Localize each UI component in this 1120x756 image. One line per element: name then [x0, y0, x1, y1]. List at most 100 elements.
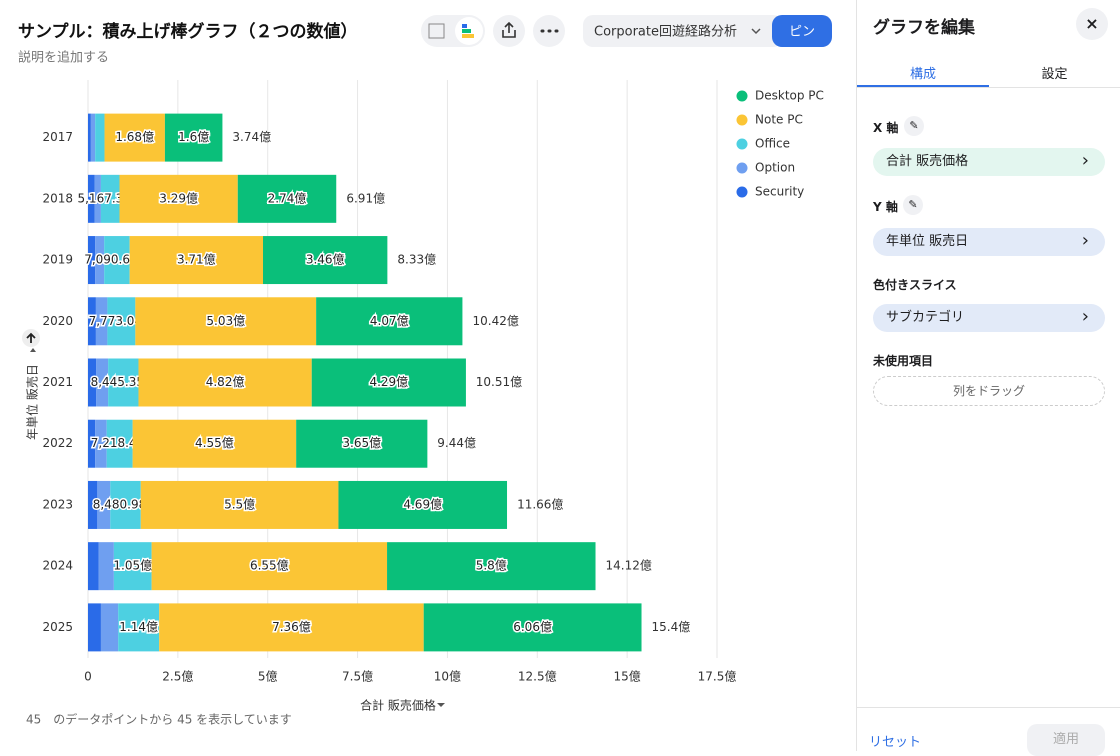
x-tick-label: 0: [84, 670, 92, 684]
title: サンプル：積み上げ棒グラフ（２つの数値）: [18, 21, 358, 42]
legend-swatch: [736, 162, 748, 174]
share-icon: [502, 21, 516, 38]
description[interactable]: 説明を追加する: [18, 50, 109, 66]
x-tick-label: 5億: [258, 670, 278, 684]
data-label: 1.6億: [178, 130, 209, 144]
x-tick-label: 12.5億: [518, 670, 557, 684]
legend-swatch: [736, 186, 748, 198]
legend-label: Office: [755, 137, 790, 151]
bar-segment: [129, 236, 264, 285]
edit-panel: [856, 0, 1120, 751]
bar-segment: [119, 174, 238, 223]
data-label: 4.82億: [206, 375, 245, 389]
y-tick-label: 2023: [42, 497, 73, 511]
tab[interactable]: 設定: [1041, 67, 1068, 82]
color-field[interactable]: サブカテゴリ: [873, 303, 1105, 332]
bar-segment: [110, 480, 141, 529]
caret: [437, 703, 445, 707]
bar-segment: [98, 542, 114, 591]
bar-segment: [88, 174, 95, 223]
worksheet-name[interactable]: Corporate回遊経路分析: [594, 24, 737, 40]
bar-segment: [338, 480, 508, 529]
data-label: 3.65億: [342, 436, 381, 450]
data-label: 1.05億: [113, 559, 152, 573]
bar-segment: [140, 480, 339, 529]
chart-icon: [462, 34, 474, 38]
y-tick-label: 2017: [42, 130, 73, 144]
legend-swatch: [736, 114, 748, 126]
total-label: 10.51億: [476, 375, 522, 389]
bar-segment: [104, 113, 165, 162]
legend-label: Desktop PC: [755, 89, 824, 103]
bar-segment: [100, 174, 120, 223]
y-field[interactable]: 年単位 販売日: [873, 227, 1105, 256]
chevron: [751, 28, 761, 35]
data-label: 4.69億: [403, 497, 442, 511]
pin-button[interactable]: [772, 15, 832, 47]
data-label: 2.74億: [268, 191, 307, 205]
data-label: 4.07億: [370, 314, 409, 328]
close-button[interactable]: ×: [1076, 8, 1108, 40]
data-label: 7.36億: [272, 620, 311, 634]
x-field[interactable]: 合計 販売価格: [873, 147, 1105, 176]
bar-segment: [263, 236, 388, 285]
reset-button[interactable]: リセット: [869, 735, 922, 750]
total-label: 8.33億: [397, 253, 436, 267]
bar-segment: [108, 358, 139, 407]
legend-swatch: [736, 138, 748, 150]
bar-segment: [88, 419, 96, 468]
y-axis-title[interactable]: 年単位 販売日: [25, 364, 40, 440]
worksheet-select[interactable]: [583, 15, 783, 47]
legend-swatch: [736, 90, 748, 102]
bar-segment: [88, 480, 98, 529]
bar-segment: [159, 603, 424, 652]
data-label: 3.29億: [159, 191, 198, 205]
tab-underline: [857, 85, 989, 88]
total-label: 14.12億: [606, 559, 652, 573]
drop-zone[interactable]: 列をドラッグ: [873, 376, 1105, 406]
apply-button[interactable]: 適用: [1027, 724, 1105, 756]
y-tick-label: 2021: [42, 375, 73, 389]
x-tick-label: 2.5億: [162, 670, 193, 684]
x-tick-label: 7.5億: [342, 670, 373, 684]
bar-segment: [95, 236, 105, 285]
data-label: 6.55億: [250, 559, 289, 573]
color-label: 色付きスライス: [873, 278, 957, 292]
table-icon[interactable]: [428, 23, 445, 39]
divider: [857, 87, 1120, 88]
edit-icon[interactable]: ✎: [903, 195, 923, 215]
x-tick-label: 10億: [434, 670, 461, 684]
sort-icon: [26, 332, 36, 343]
y-tick-label: 2019: [42, 253, 73, 267]
total-label: 10.42億: [473, 314, 519, 328]
bar-segment: [151, 542, 388, 591]
bar-segment: [113, 542, 152, 591]
total-label: 9.44億: [437, 436, 476, 450]
chart-icon: [462, 29, 471, 33]
bar-segment: [97, 480, 111, 529]
bar-segment: [118, 603, 160, 652]
total-label: 3.74億: [232, 130, 271, 144]
data-label: 5.03億: [206, 314, 245, 328]
toolbar: Corporate回遊経路分析 ピン: [421, 15, 832, 47]
data-label: 1.68億: [115, 130, 154, 144]
tab[interactable]: 構成: [909, 67, 936, 82]
bar-segment: [104, 236, 130, 285]
data-label: 4.29億: [369, 375, 408, 389]
unused-label: 未使用項目: [873, 354, 934, 368]
bar-segment: [107, 297, 136, 346]
bar-segment: [94, 174, 101, 223]
bar-segment: [88, 358, 97, 407]
x-tick-label: 17.5億: [698, 670, 737, 684]
divider: [857, 707, 1120, 708]
total-label: 6.91億: [346, 191, 385, 205]
x-axis-title[interactable]: 合計 販売価格: [360, 698, 436, 713]
y-tick-label: 2025: [42, 620, 73, 634]
caret: [30, 348, 36, 352]
bar-segment: [387, 542, 596, 591]
bar-segment: [423, 603, 642, 652]
pin-label[interactable]: ピン: [789, 25, 815, 40]
edit-icon[interactable]: ✎: [904, 116, 924, 136]
bar-segment: [100, 603, 119, 652]
bar-segment: [106, 419, 133, 468]
